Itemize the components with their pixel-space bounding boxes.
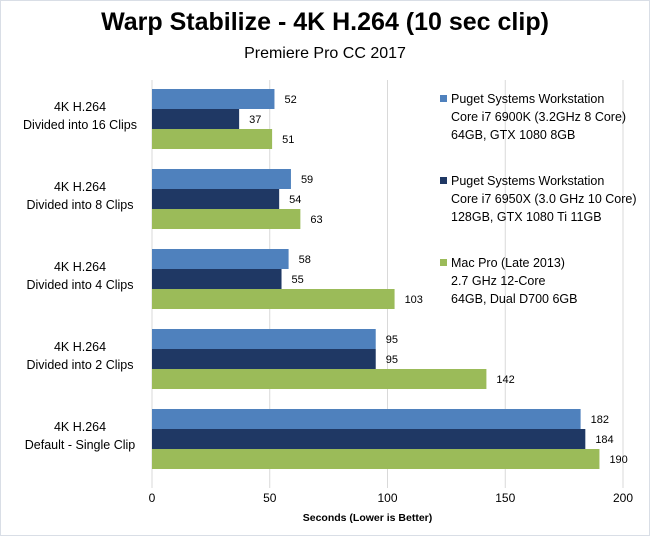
- category-label: 4K H.264: [54, 180, 106, 194]
- data-label: 184: [595, 434, 613, 446]
- bar: [152, 269, 282, 289]
- data-label: 63: [310, 214, 322, 226]
- data-label: 182: [591, 414, 609, 426]
- legend-label: 128GB, GTX 1080 Ti 11GB: [451, 210, 602, 224]
- legend-label: 2.7 GHz 12-Core: [451, 274, 546, 288]
- data-label: 51: [282, 134, 294, 146]
- data-label: 59: [301, 174, 313, 186]
- category-label: Divided into 2 Clips: [27, 358, 134, 372]
- x-tick-label: 50: [263, 491, 277, 505]
- chart-subtitle: Premiere Pro CC 2017: [244, 45, 406, 62]
- category-label: Divided into 4 Clips: [27, 278, 134, 292]
- data-label: 54: [289, 194, 301, 206]
- data-label: 142: [496, 374, 514, 386]
- data-label: 37: [249, 114, 261, 126]
- category-label: 4K H.264: [54, 340, 106, 354]
- x-tick-label: 200: [613, 491, 633, 505]
- bar: [152, 349, 376, 369]
- bar: [152, 289, 395, 309]
- legend-label: Puget Systems Workstation: [451, 92, 605, 106]
- data-label: 58: [299, 254, 311, 266]
- x-tick-label: 100: [377, 491, 397, 505]
- legend-entry-0: Puget Systems Workstation Core i7 6900K …: [440, 90, 626, 144]
- legend-entry-2: Mac Pro (Late 2013) 2.7 GHz 12-Core 64GB…: [440, 254, 577, 308]
- legend-label: Core i7 6900K (3.2GHz 8 Core): [451, 110, 627, 124]
- bar: [152, 189, 280, 209]
- bar: [152, 449, 600, 469]
- legend-label: Core i7 6950X (3.0 GHz 10 Core): [451, 192, 637, 206]
- legend-swatch: [440, 177, 447, 184]
- bar: [152, 109, 240, 129]
- x-axis-title: Seconds (Lower is Better): [303, 512, 433, 524]
- bar: [152, 89, 275, 109]
- category-label: Divided into 16 Clips: [23, 118, 137, 132]
- bar: [152, 209, 301, 229]
- legend-swatch: [440, 95, 447, 102]
- data-label: 52: [284, 94, 296, 106]
- bar: [152, 329, 376, 349]
- bar: [152, 429, 586, 449]
- bar: [152, 409, 581, 429]
- legend-entry-1: Puget Systems Workstation Core i7 6950X …: [440, 172, 637, 226]
- category-label: 4K H.264: [54, 420, 106, 434]
- category-label: 4K H.264: [54, 260, 106, 274]
- bar: [152, 369, 487, 389]
- x-tick-label: 0: [149, 491, 156, 505]
- legend-label: Puget Systems Workstation: [451, 174, 605, 188]
- bar: [152, 169, 291, 189]
- legend-label: 64GB, GTX 1080 8GB: [451, 128, 576, 142]
- chart-title: Warp Stabilize - 4K H.264 (10 sec clip): [101, 8, 549, 36]
- data-label: 95: [386, 334, 398, 346]
- data-label: 95: [386, 354, 398, 366]
- data-label: 55: [292, 274, 304, 286]
- x-tick-label: 150: [495, 491, 515, 505]
- legend-label: Mac Pro (Late 2013): [451, 256, 565, 270]
- category-label: Divided into 8 Clips: [27, 198, 134, 212]
- legend-label: 64GB, Dual D700 6GB: [451, 292, 578, 306]
- legend-swatch: [440, 259, 447, 266]
- category-label: 4K H.264: [54, 100, 106, 114]
- data-label: 190: [609, 454, 627, 466]
- bar: [152, 129, 273, 149]
- category-label: Default - Single Clip: [25, 438, 136, 452]
- data-label: 103: [405, 294, 423, 306]
- bar: [152, 249, 289, 269]
